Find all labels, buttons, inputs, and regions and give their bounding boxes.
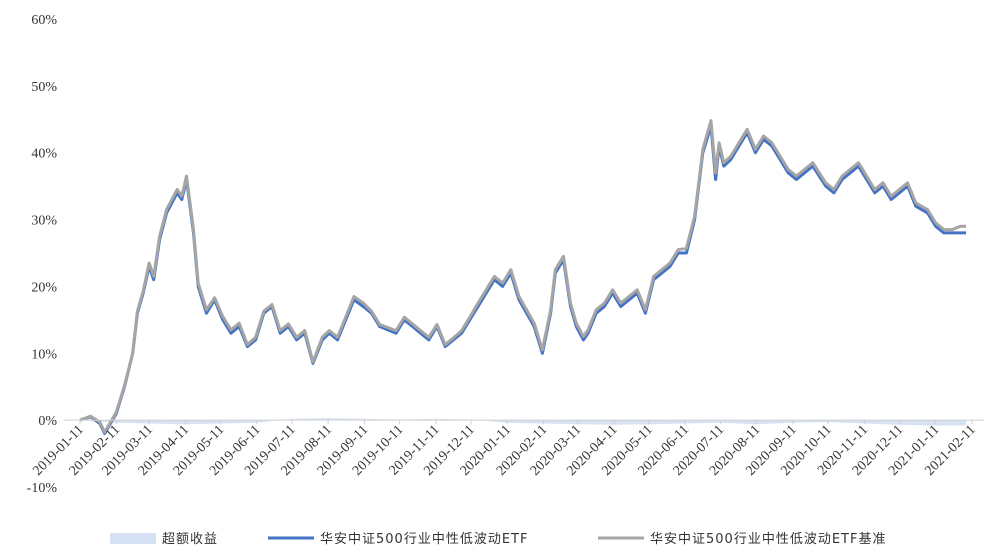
y-axis-tick-labels: 60% 50% 40% 30% 20% 10% 0% -10%	[27, 13, 58, 496]
y-tick-label: -10%	[27, 481, 58, 496]
series-excess-area	[80, 418, 967, 426]
y-tick-label: 40%	[31, 147, 57, 162]
y-tick-label: 60%	[31, 13, 57, 28]
legend: 超额收益 华安中证500行业中性低波动ETF 华安中证500行业中性低波动ETF…	[110, 532, 886, 547]
legend-label-benchmark: 华安中证500行业中性低波动ETF基准	[650, 532, 886, 547]
y-tick-label: 30%	[31, 214, 57, 229]
plot-area	[79, 119, 967, 435]
y-tick-label: 50%	[31, 80, 57, 95]
y-tick-label: 0%	[38, 414, 57, 429]
legend-label-etf: 华安中证500行业中性低波动ETF	[320, 532, 528, 547]
y-tick-label: 10%	[31, 347, 57, 362]
legend-label-excess: 超额收益	[162, 532, 218, 547]
series-benchmark-line	[79, 119, 967, 434]
series-etf-line	[79, 124, 967, 435]
x-axis-tick-labels: 2019-01-112019-02-112019-03-112019-04-11…	[30, 420, 979, 479]
legend-swatch-excess	[110, 533, 156, 544]
y-tick-label: 20%	[31, 280, 57, 295]
